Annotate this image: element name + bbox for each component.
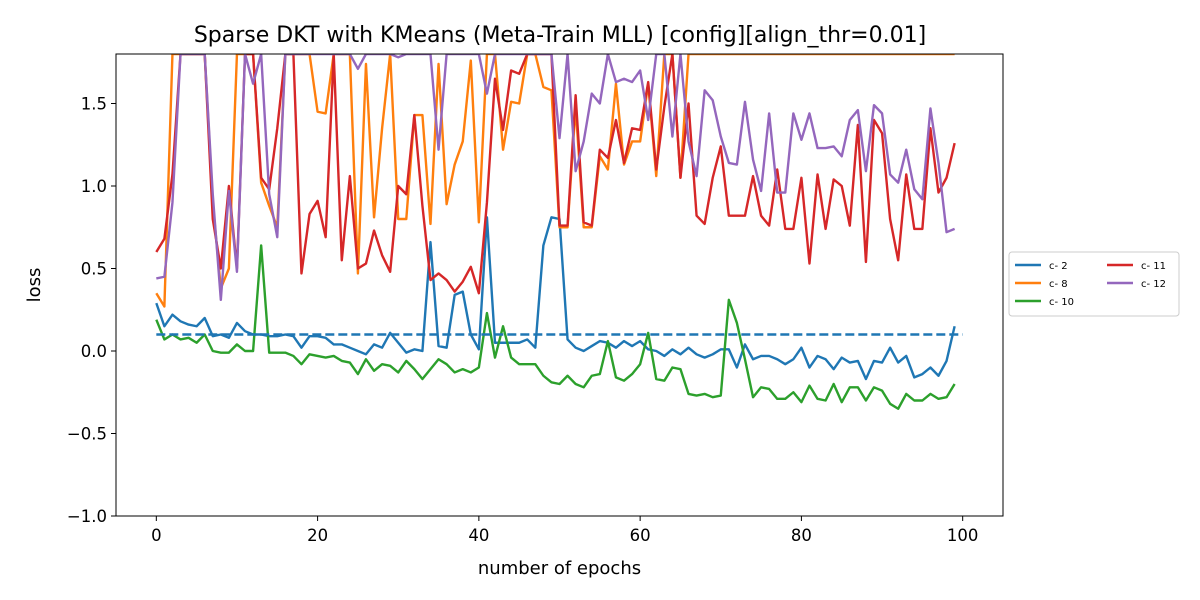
y-tick-label: 1.0 bbox=[81, 177, 107, 196]
y-axis-label: loss bbox=[24, 268, 45, 303]
x-tick-label: 80 bbox=[791, 526, 812, 545]
legend-label: c- 8 bbox=[1049, 279, 1068, 290]
y-tick-label: 0.0 bbox=[81, 342, 107, 361]
y-tick-label: 1.5 bbox=[81, 95, 107, 114]
y-tick-label: −0.5 bbox=[67, 425, 107, 444]
plot-frame bbox=[115, 53, 1004, 517]
series-group bbox=[155, 54, 963, 410]
legend-box bbox=[1008, 251, 1180, 317]
y-tick-label: 0.5 bbox=[81, 260, 107, 279]
x-tick-label: 0 bbox=[151, 526, 162, 545]
series-line-3 bbox=[155, 244, 956, 410]
x-tick-label: 40 bbox=[468, 526, 489, 545]
legend-label: c- 2 bbox=[1049, 261, 1068, 272]
series-line-4 bbox=[155, 54, 956, 295]
x-tick-label: 20 bbox=[307, 526, 328, 545]
legend: c- 2 c- 8 c- 10 c- 11 c- 12 bbox=[1008, 251, 1180, 317]
x-axis-label: number of epochs bbox=[478, 558, 641, 579]
x-tick-label: 100 bbox=[947, 526, 979, 545]
legend-label: c- 11 bbox=[1141, 261, 1166, 272]
plot-area bbox=[155, 54, 963, 410]
x-tick-label: 60 bbox=[630, 526, 651, 545]
legend-label: c- 12 bbox=[1141, 279, 1166, 290]
chart-title: Sparse DKT with KMeans (Meta-Train MLL) … bbox=[194, 23, 926, 48]
legend-label: c- 10 bbox=[1049, 297, 1074, 308]
axes: 0 20 40 60 80 100 −1.0 −0.5 0.0 0.5 1.0 1.5 bbox=[67, 53, 1004, 545]
series-line-5 bbox=[156, 54, 956, 302]
y-tick-label: −1.0 bbox=[67, 507, 107, 526]
